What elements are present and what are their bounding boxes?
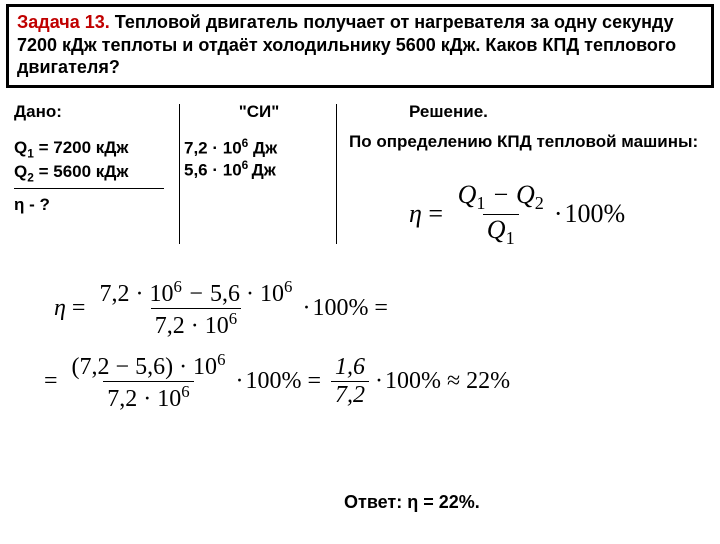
si-q1: 7,2 · 106 Дж bbox=[184, 136, 334, 159]
divider bbox=[14, 188, 164, 189]
solution-block: Решение. По определению КПД тепловой маш… bbox=[349, 102, 698, 152]
solution-title: Решение. bbox=[349, 102, 698, 122]
si-title: "СИ" bbox=[184, 102, 334, 122]
formula-result: = (7,2 − 5,6) · 106 7,2 · 106 ·100% = 1,… bbox=[44, 350, 510, 413]
answer: Ответ: η = 22%. bbox=[344, 492, 480, 513]
si-block: "СИ" 7,2 · 106 Дж 5,6 · 106 Дж bbox=[184, 102, 334, 181]
given-q2: Q2 = 5600 кДж bbox=[14, 162, 174, 184]
given-q1: Q1 = 7200 кДж bbox=[14, 138, 174, 160]
problem-statement: Задача 13. Тепловой двигатель получает о… bbox=[6, 4, 714, 88]
formula-efficiency: η = Q1 − Q2 Q1 ·100% bbox=[409, 180, 625, 249]
formula-substitution: η = 7,2 · 106 − 5,6 · 106 7,2 · 106 ·100… bbox=[54, 277, 388, 340]
task-text: Тепловой двигатель получает от нагревате… bbox=[17, 12, 676, 77]
task-number: Задача 13. bbox=[17, 12, 110, 32]
given-block: Дано: Q1 = 7200 кДж Q2 = 5600 кДж η - ? bbox=[14, 102, 174, 218]
separator-2 bbox=[336, 104, 337, 244]
si-q2: 5,6 · 106 Дж bbox=[184, 158, 334, 181]
given-unknown: η - ? bbox=[14, 195, 174, 215]
separator-1 bbox=[179, 104, 180, 244]
given-title: Дано: bbox=[14, 102, 174, 122]
solution-definition: По определению КПД тепловой машины: bbox=[349, 132, 698, 152]
